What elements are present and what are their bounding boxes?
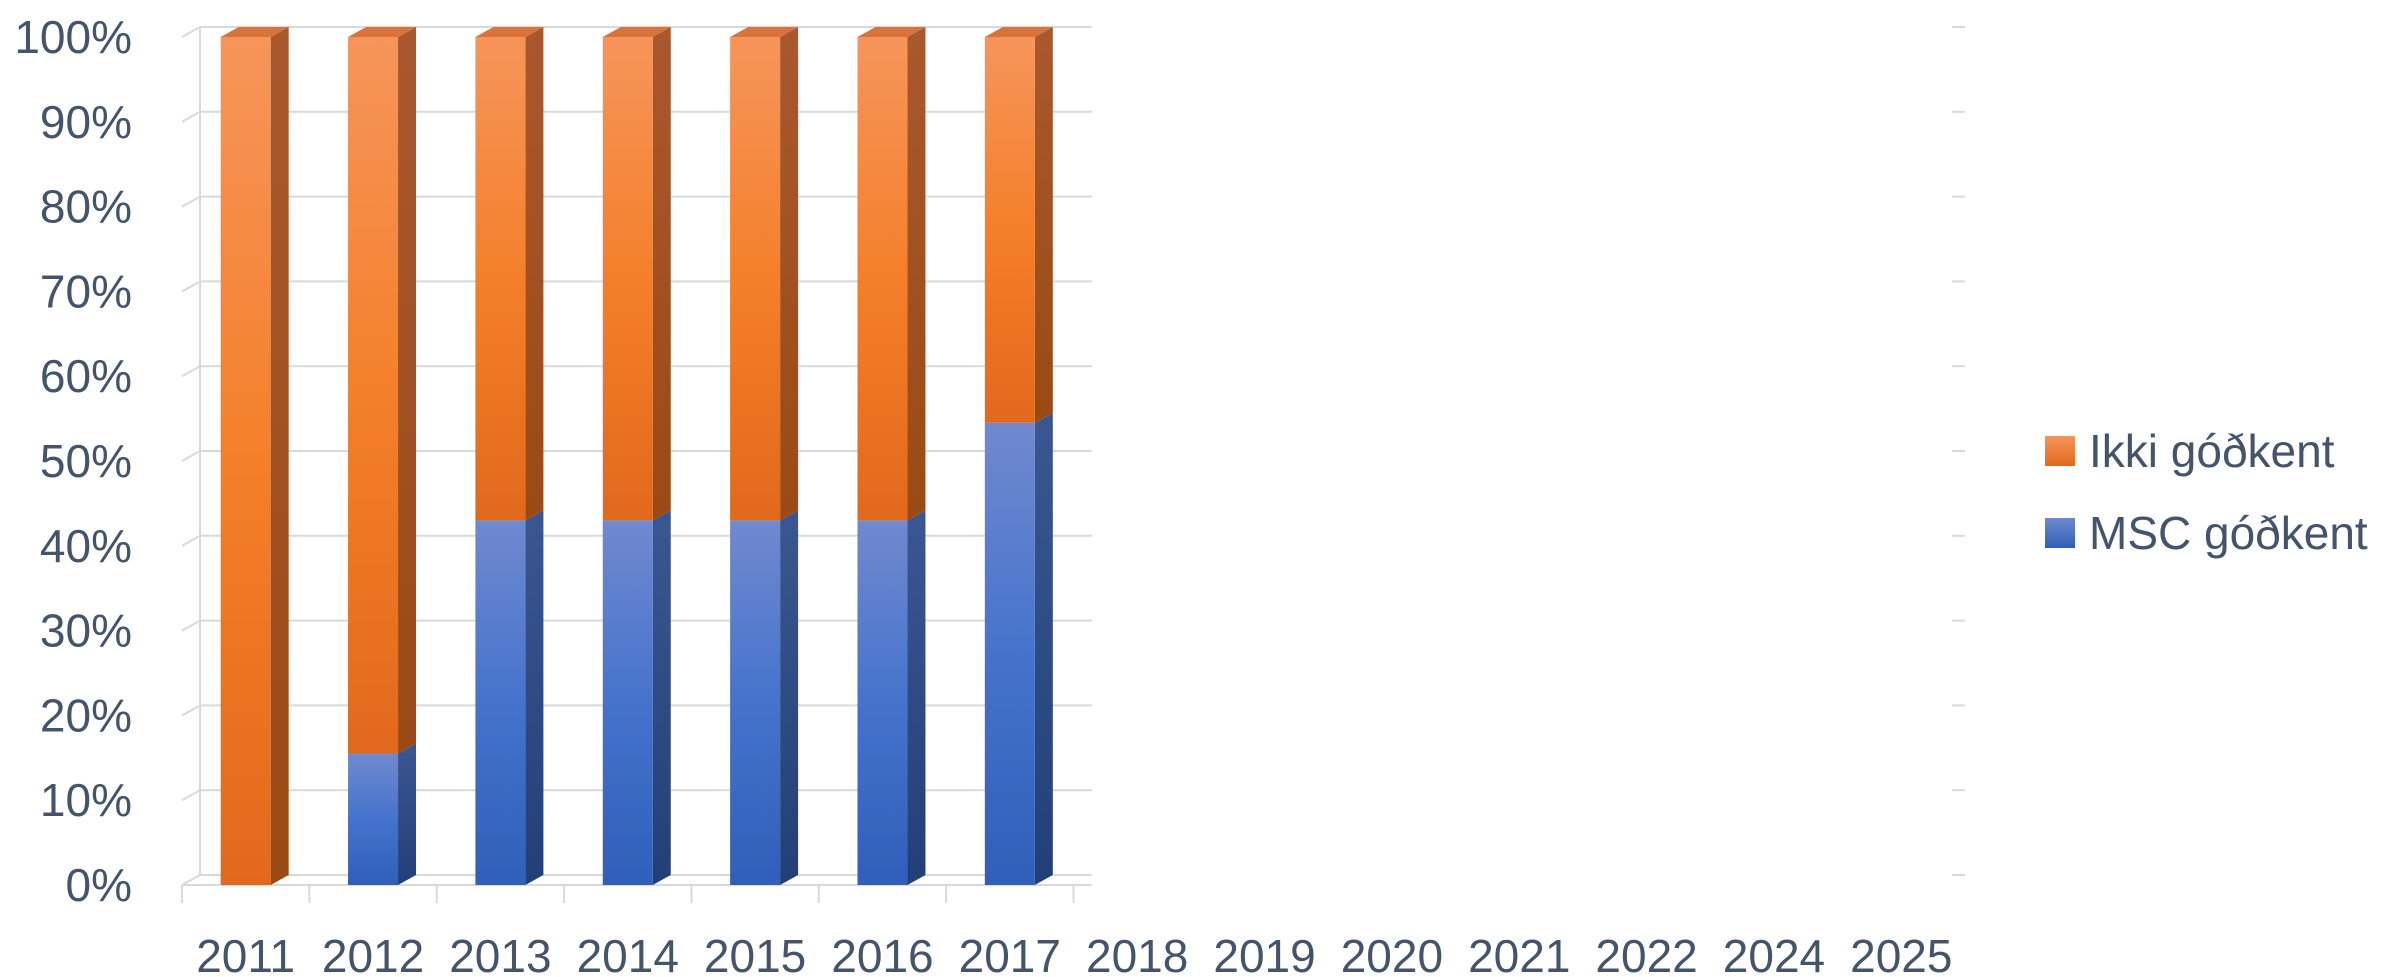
gridline-depth — [181, 534, 201, 547]
y-tick-label: 90% — [40, 96, 132, 148]
legend-swatch-msc-godkent — [2045, 518, 2075, 548]
bar-segment-ikki-godkent — [730, 27, 799, 521]
y-tick-label: 80% — [40, 181, 132, 233]
x-tick-labels: 2011 2012 2013 2014 2015 2016 2017 2018 2019 2020… — [196, 930, 1952, 977]
y-tick-label: 30% — [40, 605, 132, 657]
gridline-depth — [181, 450, 201, 462]
bars — [220, 27, 1053, 885]
y-tick-label: 20% — [40, 689, 132, 741]
legend-item-msc-godkent: MSC góðkent — [2045, 492, 2368, 574]
y-tick-labels: 0% 10% 20% 30% 40% 50% 60% 70% 80% 90% 100% — [14, 11, 132, 911]
x-tick-label: 2022 — [1595, 930, 1697, 977]
bar-segment-msc-godkent — [602, 510, 671, 885]
y-tick-label: 60% — [40, 350, 132, 402]
bar-segment-ikki-godkent — [220, 27, 289, 885]
gridlines — [181, 26, 1965, 886]
y-tick-label: 70% — [40, 265, 132, 317]
x-tick-label: 2011 — [196, 930, 295, 977]
gridline-depth — [181, 110, 201, 123]
legend-label-ikki-godkent: Ikki góðkent — [2089, 425, 2335, 477]
gridline-depth — [181, 619, 201, 632]
gridline-depth — [181, 365, 201, 378]
y-tick-label: 100% — [14, 11, 132, 63]
x-tick-label: 2021 — [1468, 930, 1570, 977]
gridline-depth — [181, 26, 201, 38]
y-tick-label: 10% — [40, 774, 132, 826]
x-tick-label: 2020 — [1341, 930, 1443, 977]
bar-segment-msc-godkent — [984, 412, 1053, 885]
bar-segment-msc-godkent — [730, 510, 799, 885]
bar-segment-ikki-godkent — [984, 27, 1053, 423]
gridline-depth — [181, 874, 201, 886]
x-tick-label: 2016 — [831, 930, 933, 977]
x-tick-label: 2019 — [1213, 930, 1315, 977]
gridline-depth — [181, 195, 201, 208]
y-tick-label: 50% — [40, 435, 132, 487]
legend-label-msc-godkent: MSC góðkent — [2089, 507, 2368, 559]
x-tick-label: 2018 — [1086, 930, 1188, 977]
bar-segment-ikki-godkent — [348, 27, 417, 754]
x-tick-label: 2013 — [449, 930, 551, 977]
x-tick-label: 2014 — [577, 930, 679, 977]
legend-item-ikki-godkent: Ikki góðkent — [2045, 410, 2368, 492]
bar-segment-msc-godkent — [857, 510, 926, 885]
x-tick-label: 2017 — [959, 930, 1061, 977]
bar-segment-msc-godkent — [475, 510, 544, 885]
x-tick-label: 2015 — [704, 930, 806, 977]
legend: Ikki góðkent MSC góðkent — [2045, 410, 2368, 574]
bar-segment-ikki-godkent — [857, 27, 926, 521]
y-tick-label: 0% — [66, 859, 132, 911]
gridline-depth — [181, 789, 201, 802]
x-tick-label: 2025 — [1850, 930, 1952, 977]
bar-segment-ikki-godkent — [475, 27, 544, 521]
bar-segment-ikki-godkent — [602, 27, 671, 521]
y-tick-label: 40% — [40, 520, 132, 572]
gridline-depth — [181, 704, 201, 717]
bar-segment-msc-godkent — [348, 743, 417, 885]
x-tick-label: 2012 — [322, 930, 424, 977]
gridline-depth — [181, 280, 201, 293]
legend-swatch-ikki-godkent — [2045, 436, 2075, 466]
x-tick-label: 2024 — [1723, 930, 1825, 977]
